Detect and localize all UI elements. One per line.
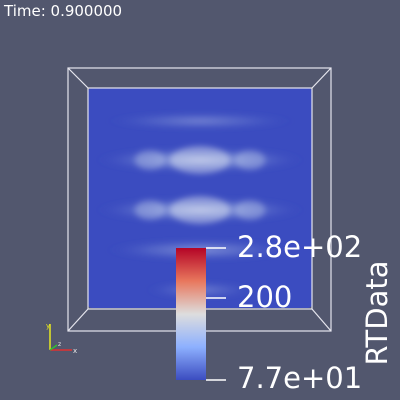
colorbar-gradient (176, 248, 206, 380)
orientation-axes: y x z (46, 322, 77, 355)
colorbar-ticks (206, 247, 226, 381)
time-annotation: Time: 0.900000 (4, 2, 123, 20)
colorbar-max-label: 2.8e+02 (237, 230, 363, 264)
axis-z-label: z (58, 341, 61, 348)
axis-x-label: x (73, 347, 77, 355)
colorbar-mid-label: 200 (237, 280, 293, 314)
colorbar-title: RTData (360, 260, 394, 366)
axis-y-label: y (46, 322, 50, 330)
colorbar-min-label: 7.7e+01 (237, 361, 363, 395)
axis-z (49, 344, 58, 351)
ripple-pattern (95, 112, 305, 299)
